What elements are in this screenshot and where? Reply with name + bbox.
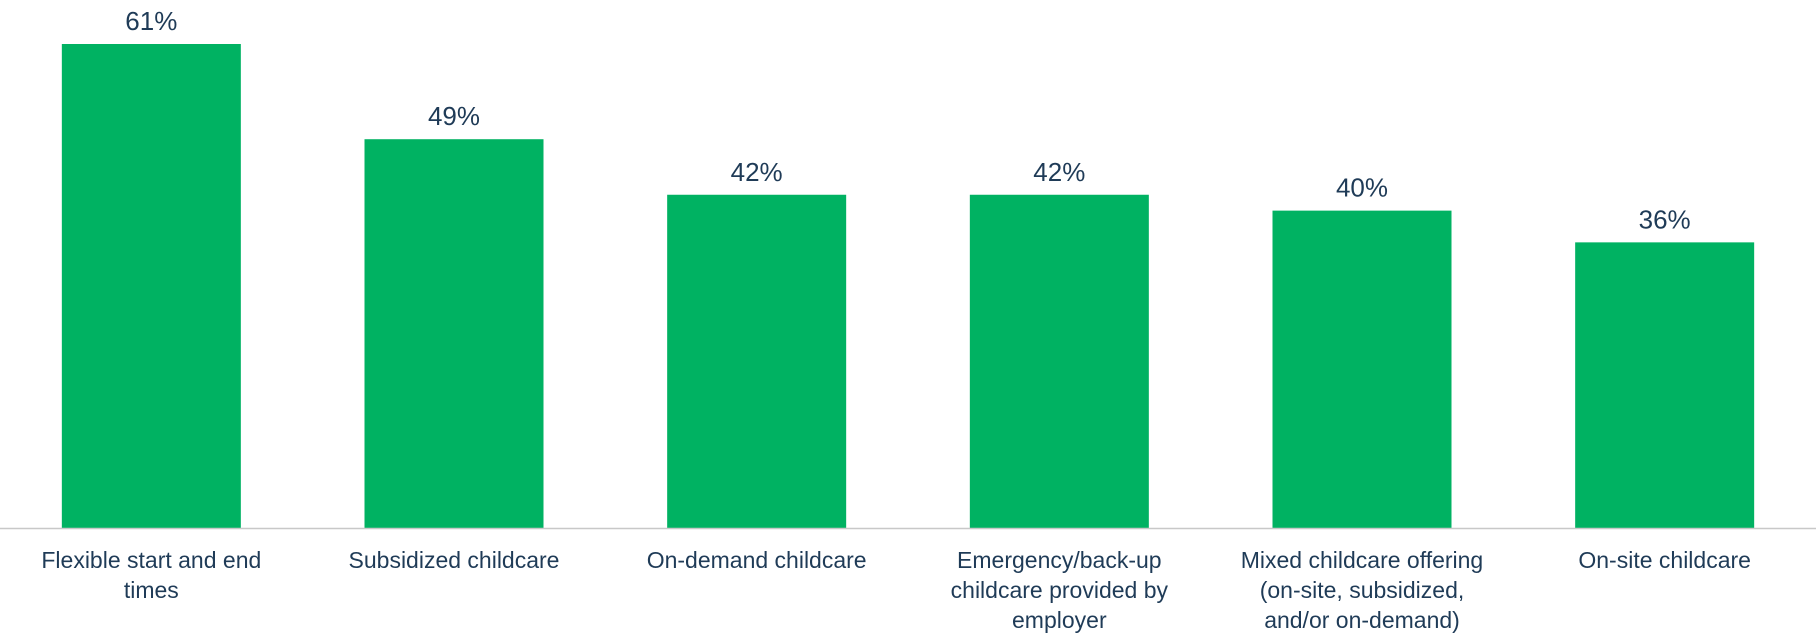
category-label-line: On-demand childcare [647, 547, 867, 573]
value-label-1: 49% [428, 101, 480, 131]
value-labels-group: 61% 49% 42% 42% 40% 36% [125, 6, 1690, 234]
category-label-2: On-demand childcare [647, 547, 867, 573]
bar-2 [667, 194, 847, 529]
bars-group [61, 44, 1755, 529]
category-label-line: and/or on-demand) [1264, 607, 1460, 633]
bar-4 [1272, 210, 1452, 528]
category-label-line: Mixed childcare offering [1241, 547, 1483, 573]
bar-1 [364, 139, 544, 528]
value-label-2: 42% [731, 157, 783, 187]
category-labels-group: Flexible start and end times Subsidized ch… [41, 547, 1751, 633]
category-label-4: Mixed childcare offering (on-site, subsid… [1241, 547, 1483, 633]
value-label-4: 40% [1336, 173, 1388, 203]
bar-3 [969, 194, 1149, 529]
category-label-0: Flexible start and end times [41, 547, 261, 603]
category-label-line: times [124, 577, 179, 603]
category-label-1: Subsidized childcare [349, 547, 560, 573]
category-label-line: employer [1012, 607, 1107, 633]
value-label-5: 36% [1639, 204, 1691, 234]
bar-0 [61, 44, 241, 528]
bar-5 [1575, 242, 1755, 528]
category-label-5: On-site childcare [1578, 547, 1751, 573]
category-label-line: Emergency/back-up [957, 547, 1162, 573]
category-label-line: Flexible start and end [41, 547, 261, 573]
category-label-3: Emergency/back-up childcare provided by em… [951, 547, 1169, 633]
category-label-line: childcare provided by [951, 577, 1169, 603]
value-label-0: 61% [125, 6, 177, 36]
category-label-line: On-site childcare [1578, 547, 1751, 573]
category-label-line: Subsidized childcare [349, 547, 560, 573]
value-label-3: 42% [1033, 157, 1085, 187]
category-label-line: (on-site, subsidized, [1260, 577, 1465, 603]
